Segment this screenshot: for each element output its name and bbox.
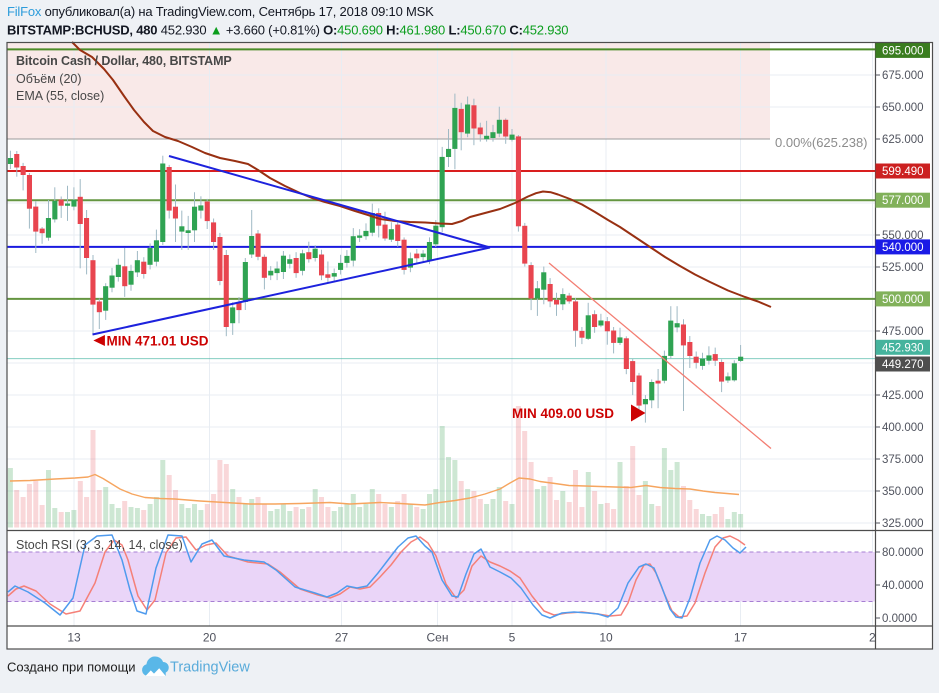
svg-text:475.000: 475.000 [882,326,924,338]
svg-text:Stoch RSI (3, 3, 14, 14, close: Stoch RSI (3, 3, 14, 14, close) [16,538,183,552]
svg-text:13: 13 [67,631,81,645]
svg-text:BITSTAMP:BCHUSD, 480 452.930: BITSTAMP:BCHUSD, 480 452.930 ▲ +3.660 (+… [7,23,568,38]
svg-text:550.000: 550.000 [882,230,924,242]
svg-text:5: 5 [509,631,516,645]
svg-text:325.000: 325.000 [882,518,924,530]
svg-text:2: 2 [869,631,876,645]
svg-text:Сен: Сен [427,631,449,645]
svg-text:650.000: 650.000 [882,102,924,114]
svg-text:577.000: 577.000 [882,195,924,207]
svg-text:TradingView: TradingView [170,660,250,676]
svg-text:425.000: 425.000 [882,390,924,402]
svg-text:27: 27 [335,631,349,645]
svg-text:675.000: 675.000 [882,70,924,82]
svg-text:695.000: 695.000 [882,45,924,57]
svg-text:0.0000: 0.0000 [882,613,917,625]
svg-text:40.0000: 40.0000 [882,580,924,592]
svg-text:0.00%(625.238): 0.00%(625.238) [775,135,868,150]
svg-text:400.000: 400.000 [882,422,924,434]
svg-text:Bitcoin Cash / Dollar, 480, BI: Bitcoin Cash / Dollar, 480, BITSTAMP [16,54,232,68]
svg-text:MIN 471.01 USD: MIN 471.01 USD [107,334,209,349]
svg-text:80.0000: 80.0000 [882,547,924,559]
svg-text:17: 17 [734,631,748,645]
svg-text:500.000: 500.000 [882,294,924,306]
svg-text:20: 20 [203,631,217,645]
svg-text:MIN 409.00 USD: MIN 409.00 USD [512,406,614,421]
svg-text:10: 10 [599,631,613,645]
svg-text:Создано при помощи: Создано при помощи [7,660,136,675]
svg-text:525.000: 525.000 [882,262,924,274]
svg-text:350.000: 350.000 [882,486,924,498]
svg-text:625.000: 625.000 [882,134,924,146]
svg-text:599.490: 599.490 [882,166,924,178]
svg-text:452.930: 452.930 [882,342,924,354]
svg-text:Объём (20): Объём (20) [16,72,82,86]
svg-text:FilFox опубликовал(а) на Tradi: FilFox опубликовал(а) на TradingView.com… [7,4,434,19]
svg-text:449.270: 449.270 [882,359,924,371]
svg-text:540.000: 540.000 [882,242,924,254]
svg-text:EMA (55, close): EMA (55, close) [16,89,104,103]
svg-text:375.000: 375.000 [882,454,924,466]
